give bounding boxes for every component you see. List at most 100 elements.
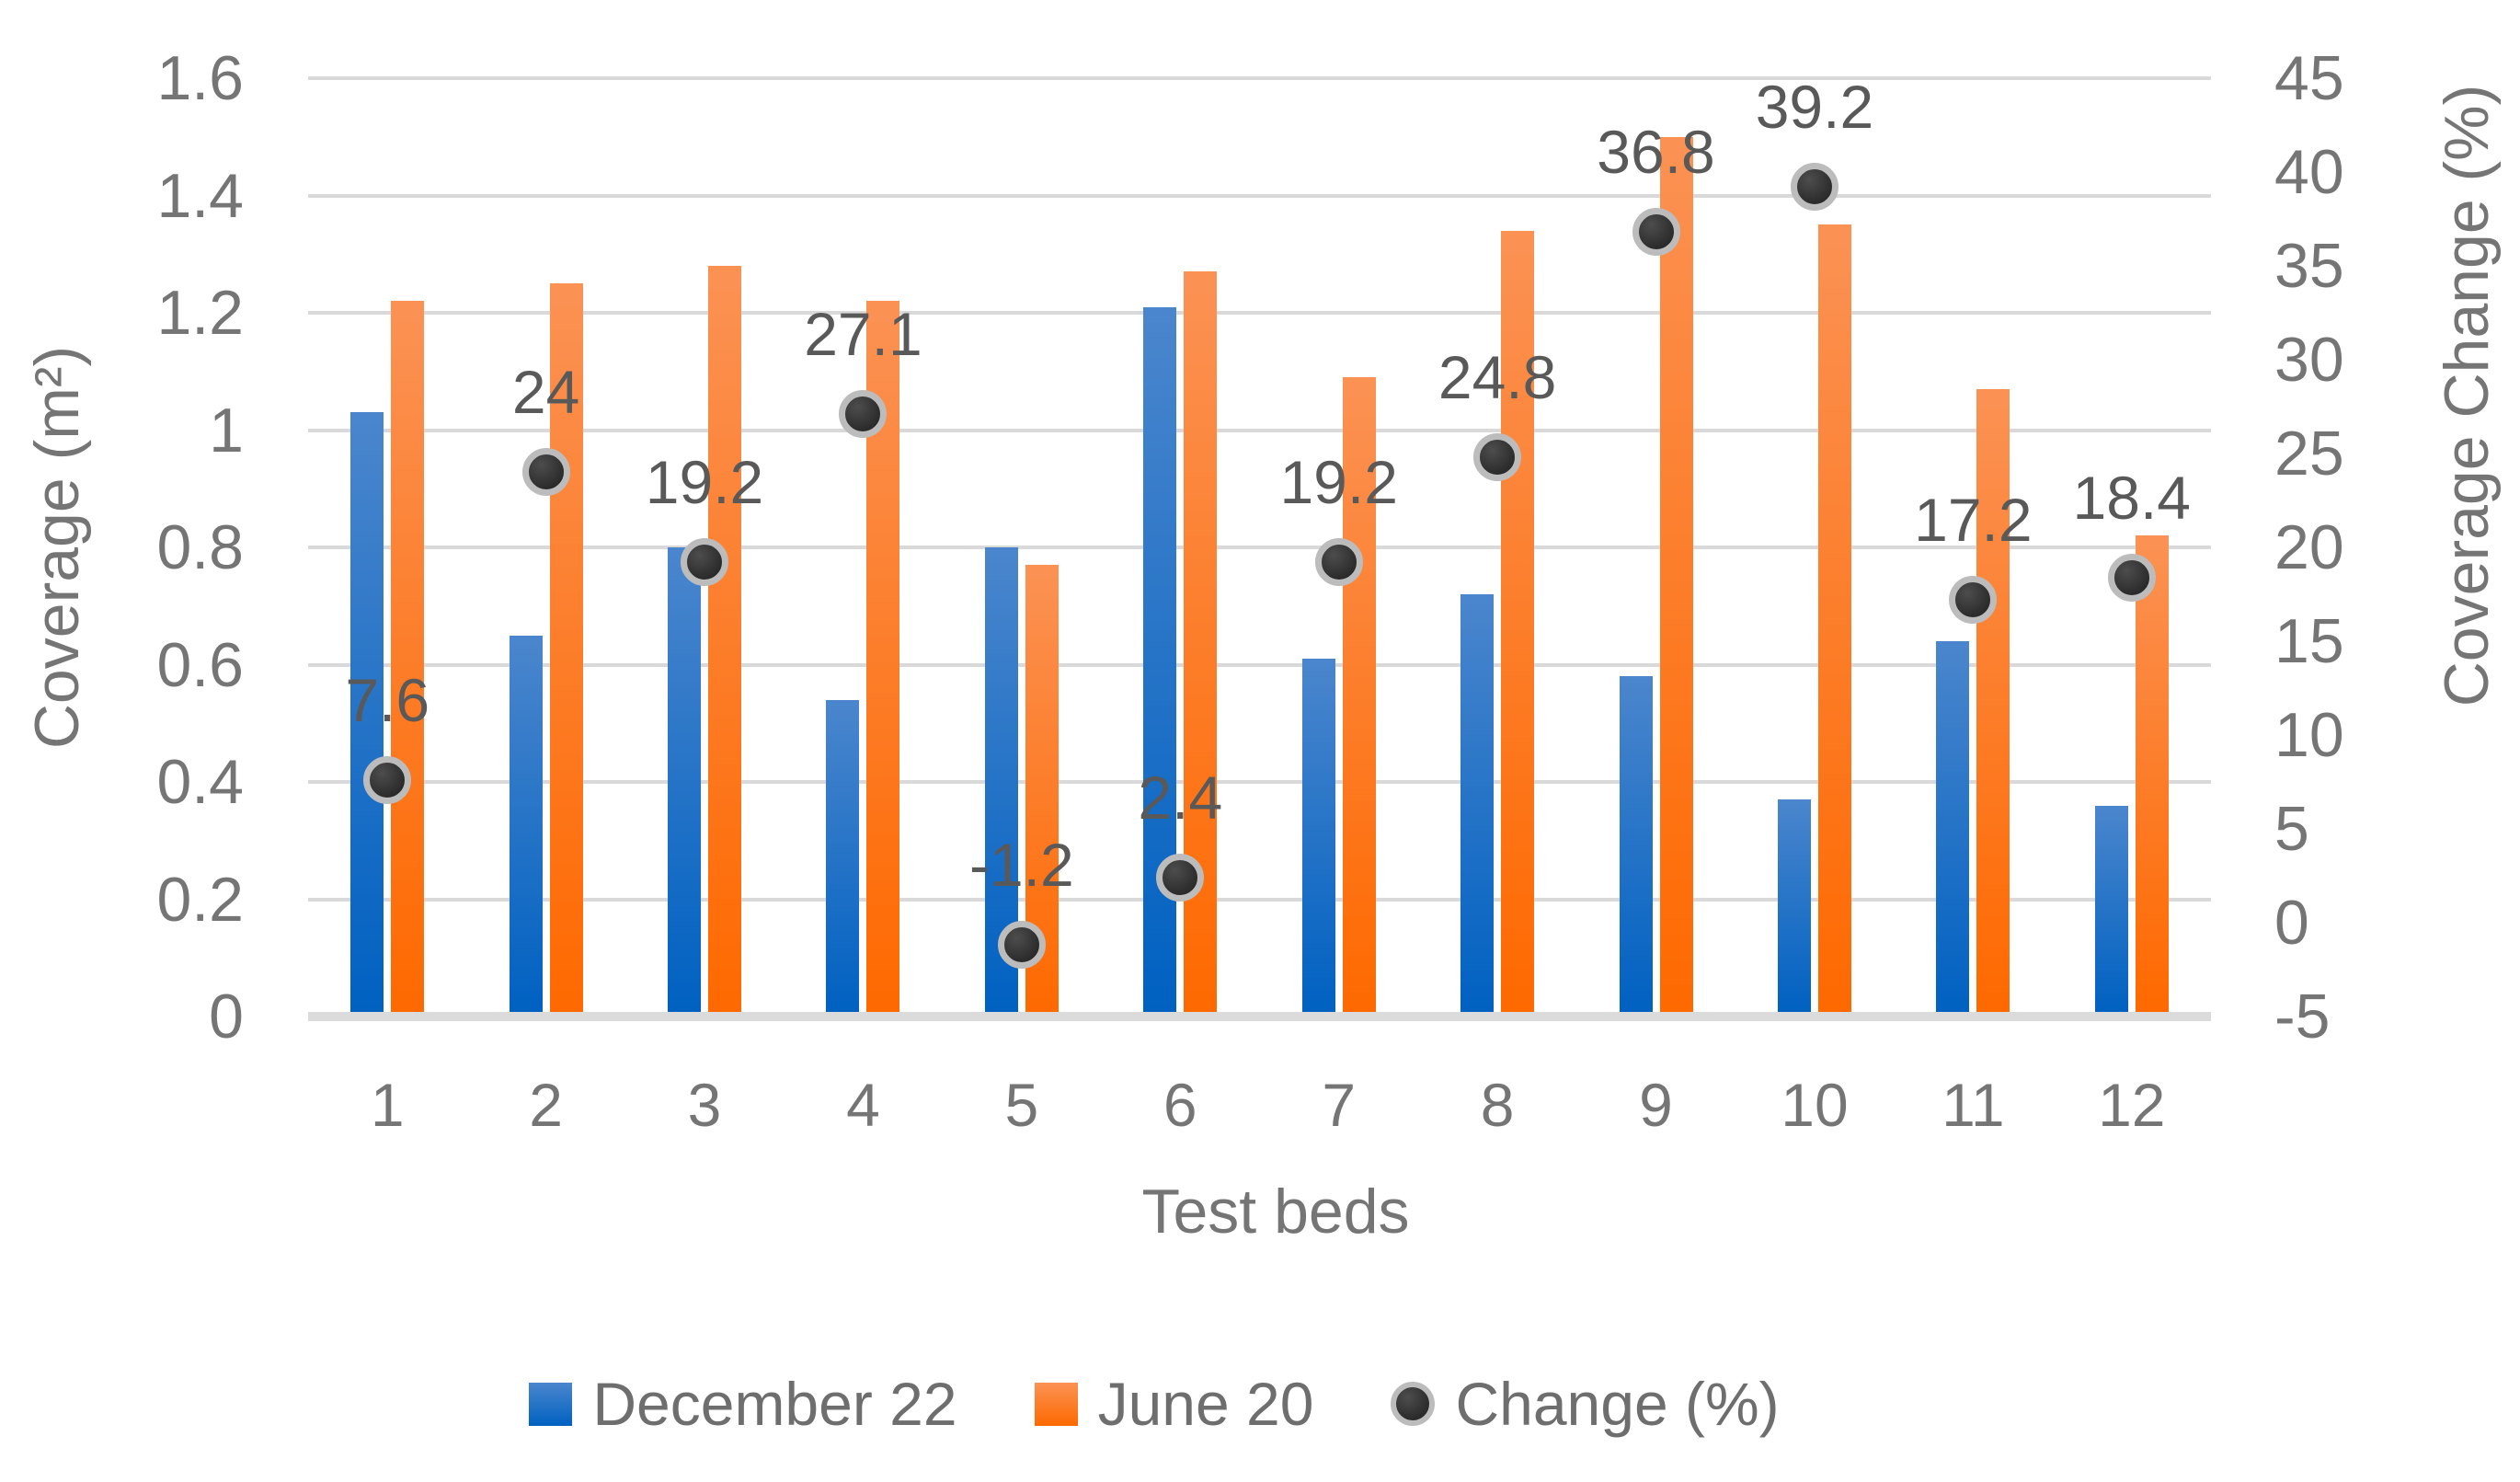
june-20-swatch-icon xyxy=(1034,1382,1078,1426)
x-axis-tick-label: 10 xyxy=(1781,1071,1849,1139)
change-marker xyxy=(681,538,729,587)
bar-june-20 xyxy=(708,266,742,1012)
gridline xyxy=(308,428,2211,432)
bar-june-20 xyxy=(1184,271,1218,1012)
right-axis-tick-label: 35 xyxy=(2274,231,2344,301)
x-axis-title: Test beds xyxy=(1141,1177,1410,1246)
gridline xyxy=(308,193,2211,198)
bar-december-22 xyxy=(2094,805,2128,1012)
left-axis-tick-label: 0.8 xyxy=(156,512,244,582)
left-axis-tick-label: 1.4 xyxy=(156,160,244,231)
change-data-label: 24 xyxy=(511,358,580,427)
x-axis-tick-label: 4 xyxy=(846,1071,880,1139)
change-marker-icon xyxy=(1391,1382,1436,1426)
change-marker xyxy=(997,921,1046,970)
bar-june-20 xyxy=(1501,230,1535,1012)
left-axis-tick-label: 1.6 xyxy=(156,43,244,113)
right-axis-tick-label: 0 xyxy=(2274,888,2309,958)
x-axis-tick-label: 3 xyxy=(687,1071,722,1139)
right-axis-tick-label: 40 xyxy=(2274,137,2344,207)
bar-december-22 xyxy=(1143,306,1177,1012)
change-data-label: -1.2 xyxy=(969,831,1074,900)
change-marker xyxy=(1314,538,1363,587)
bar-june-20 xyxy=(549,283,583,1012)
change-marker xyxy=(1156,854,1205,902)
bar-june-20 xyxy=(1659,136,1693,1012)
gridline xyxy=(308,76,2211,80)
change-marker xyxy=(2107,553,2156,602)
left-axis-tick-label: 0 xyxy=(209,982,244,1051)
x-axis-tick-label: 5 xyxy=(1004,1071,1039,1139)
change-data-label: 19.2 xyxy=(645,448,764,517)
right-axis-tick-label: 45 xyxy=(2274,43,2344,113)
x-axis-tick-label: 11 xyxy=(1942,1071,2005,1139)
bar-june-20 xyxy=(1976,388,2010,1012)
change-data-label: 17.2 xyxy=(1914,486,2033,555)
bar-december-22 xyxy=(1936,641,1970,1012)
change-data-label: 7.6 xyxy=(345,665,430,734)
x-axis-tick-label: 7 xyxy=(1322,1071,1357,1139)
bar-december-22 xyxy=(1301,659,1335,1012)
bar-december-22 xyxy=(1777,799,1811,1012)
right-axis-tick-label: 20 xyxy=(2274,512,2344,582)
x-axis-tick-label: 8 xyxy=(1480,1071,1515,1139)
change-marker xyxy=(1632,208,1680,257)
left-axis-tick-label: 0.2 xyxy=(156,864,244,935)
right-axis-tick-label: -5 xyxy=(2274,982,2331,1051)
bar-june-20 xyxy=(1342,377,1376,1012)
legend-label-december-22: December 22 xyxy=(592,1370,957,1438)
legend-label-june-20: June 20 xyxy=(1097,1370,1314,1438)
x-axis-tick-label: 1 xyxy=(370,1071,405,1139)
right-axis-tick-label: 10 xyxy=(2274,700,2344,770)
x-axis-tick-label: 12 xyxy=(2098,1071,2166,1139)
bar-june-20 xyxy=(1817,224,1851,1012)
change-marker xyxy=(521,448,570,497)
change-data-label: 39.2 xyxy=(1755,73,1874,142)
change-marker xyxy=(1473,433,1522,482)
x-axis-tick-label: 2 xyxy=(529,1071,563,1139)
change-marker xyxy=(1790,163,1838,212)
bar-december-22 xyxy=(509,635,543,1012)
legend-label-change-pct: Change (%) xyxy=(1455,1370,1780,1438)
bar-june-20 xyxy=(391,301,425,1012)
bar-december-22 xyxy=(1460,594,1495,1012)
change-marker xyxy=(839,390,888,439)
legend-item-june-20: June 20 xyxy=(1034,1369,1314,1439)
x-axis-tick-label: 9 xyxy=(1639,1071,1673,1139)
bar-december-22 xyxy=(350,412,384,1012)
gridline xyxy=(308,662,2211,667)
change-data-label: 18.4 xyxy=(2072,463,2192,532)
left-axis-title: Coverage (m²) xyxy=(22,345,92,750)
right-axis-tick-label: 25 xyxy=(2274,419,2344,488)
gridline xyxy=(308,311,2211,315)
x-axis-line xyxy=(308,1012,2211,1021)
right-axis-tick-label: 15 xyxy=(2274,606,2344,676)
change-data-label: 2.4 xyxy=(1138,764,1223,833)
left-axis-tick-label: 1.2 xyxy=(156,278,244,348)
bar-december-22 xyxy=(1619,676,1653,1012)
right-axis-tick-label: 5 xyxy=(2274,794,2309,864)
legend: December 22 June 20 Change (%) xyxy=(0,1369,2414,1439)
december-22-swatch-icon xyxy=(529,1382,573,1426)
bar-june-20 xyxy=(2135,535,2169,1012)
right-axis-title: Coverage Change (%) xyxy=(2432,84,2502,707)
left-axis-tick-label: 0.4 xyxy=(156,747,244,817)
gridline xyxy=(308,780,2211,784)
change-data-label: 36.8 xyxy=(1597,118,1715,187)
right-axis-tick-label: 30 xyxy=(2274,325,2344,395)
change-data-label: 27.1 xyxy=(804,300,922,369)
left-axis-tick-label: 1 xyxy=(209,395,244,465)
change-data-label: 19.2 xyxy=(1279,448,1398,517)
legend-item-change-pct: Change (%) xyxy=(1391,1369,1780,1439)
bar-december-22 xyxy=(826,699,860,1012)
x-axis-tick-label: 6 xyxy=(1163,1071,1197,1139)
change-marker xyxy=(1949,576,1998,625)
left-axis-tick-label: 0.6 xyxy=(156,629,244,700)
gridline xyxy=(308,546,2211,549)
bar-december-22 xyxy=(668,547,702,1012)
gridline xyxy=(308,897,2211,902)
legend-item-december-22: December 22 xyxy=(529,1369,957,1439)
change-marker xyxy=(363,755,412,804)
change-data-label: 24.8 xyxy=(1438,343,1557,412)
